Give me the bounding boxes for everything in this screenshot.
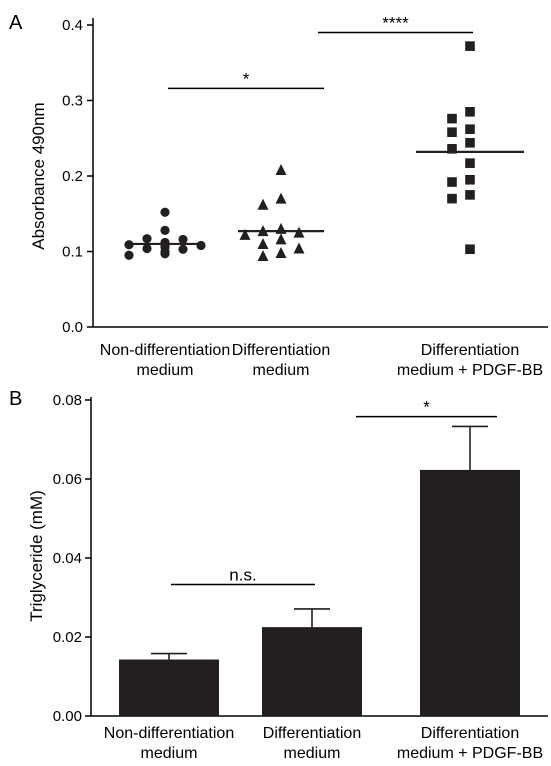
category-label: Non-differentiation xyxy=(100,342,230,359)
y-tick-label: 0.04 xyxy=(53,550,82,567)
panel-b-significance: n.s. * xyxy=(171,398,497,586)
data-point-triangle xyxy=(257,250,269,262)
panel-b-bars xyxy=(119,469,520,716)
y-tick-label: 0.0 xyxy=(62,319,83,336)
panel-b-category-labels: Non-differentiation medium Differentiation… xyxy=(104,725,543,762)
y-tick-label: 0.1 xyxy=(62,244,83,261)
data-point-circle xyxy=(160,207,170,217)
data-point-square xyxy=(447,177,457,187)
category-label: medium xyxy=(137,362,194,379)
y-tick-label: 0.2 xyxy=(62,168,83,185)
data-point-triangle xyxy=(275,247,287,259)
category-label: medium xyxy=(141,745,198,762)
panel-a-significance: ***** xyxy=(168,14,473,90)
data-point-square xyxy=(447,144,457,154)
data-point-square xyxy=(465,190,475,200)
data-point-square xyxy=(447,193,457,204)
category-label: Differentiation xyxy=(263,725,361,742)
panel-a: A Absorbance 490nm 0.0 0.1 0.2 0.3 0.4 Non-d… xyxy=(9,12,548,379)
panel-b: B Triglyceride (mM) 0.00 0.02 0.04 0.06 0.08… xyxy=(9,388,548,762)
data-point-circle xyxy=(142,243,152,254)
panel-a-y-ticks: 0.0 0.1 0.2 0.3 0.4 xyxy=(62,17,93,336)
y-tick-label: 0.4 xyxy=(62,17,83,34)
data-point-triangle xyxy=(257,237,269,249)
data-point-square xyxy=(465,158,475,168)
panel-b-error-bars xyxy=(151,425,488,660)
data-point-square xyxy=(465,137,475,148)
panel-b-letter: B xyxy=(9,388,22,410)
significance-label: **** xyxy=(382,14,409,33)
data-point-square xyxy=(465,107,475,117)
category-label: medium xyxy=(253,362,310,379)
bar xyxy=(420,469,520,716)
y-tick-label: 0.3 xyxy=(62,93,83,110)
panel-b-y-axis-title: Triglyceride (mM) xyxy=(27,490,46,622)
data-point-triangle xyxy=(257,198,269,210)
category-label: Differentiation xyxy=(421,725,519,742)
data-point-circle xyxy=(196,240,206,251)
y-tick-label: 0.08 xyxy=(53,392,82,409)
data-point-square xyxy=(465,244,475,255)
data-point-triangle xyxy=(275,163,287,175)
bar xyxy=(119,659,219,716)
data-point-triangle xyxy=(293,242,305,254)
panel-b-y-ticks: 0.00 0.02 0.04 0.06 0.08 xyxy=(53,392,91,725)
panel-a-letter: A xyxy=(9,12,23,34)
category-label: Differentiation xyxy=(232,342,330,359)
y-tick-label: 0.02 xyxy=(53,629,82,646)
data-point-square xyxy=(465,174,475,185)
data-point-circle xyxy=(124,250,134,260)
data-point-circle xyxy=(142,234,152,244)
bar xyxy=(262,627,362,716)
data-point-circle xyxy=(178,244,188,254)
data-point-circle xyxy=(178,234,188,245)
data-point-square xyxy=(447,127,457,138)
data-point-triangle xyxy=(275,233,287,245)
data-point-square xyxy=(465,41,475,51)
category-label: medium xyxy=(284,745,341,762)
significance-label: n.s. xyxy=(229,565,256,584)
data-point-triangle xyxy=(239,228,251,240)
y-tick-label: 0.06 xyxy=(53,471,82,488)
panel-a-means xyxy=(127,150,524,246)
significance-label: * xyxy=(423,398,430,417)
significance-label: * xyxy=(243,69,250,88)
panel-a-y-axis-title: Absorbance 490nm xyxy=(29,102,48,249)
data-point-circle xyxy=(160,249,170,259)
category-label: medium + PDGF-BB xyxy=(397,362,543,379)
data-point-square xyxy=(465,124,475,134)
category-label: medium + PDGF-BB xyxy=(397,745,543,762)
category-label: Differentiation xyxy=(421,342,519,359)
panel-a-category-labels: Non-differentiation medium Differentiation… xyxy=(100,342,543,379)
data-point-circle xyxy=(160,225,170,235)
y-tick-label: 0.00 xyxy=(53,708,82,725)
data-point-square xyxy=(447,113,457,124)
category-label: Non-differentiation xyxy=(104,725,234,742)
data-point-triangle xyxy=(275,192,287,204)
